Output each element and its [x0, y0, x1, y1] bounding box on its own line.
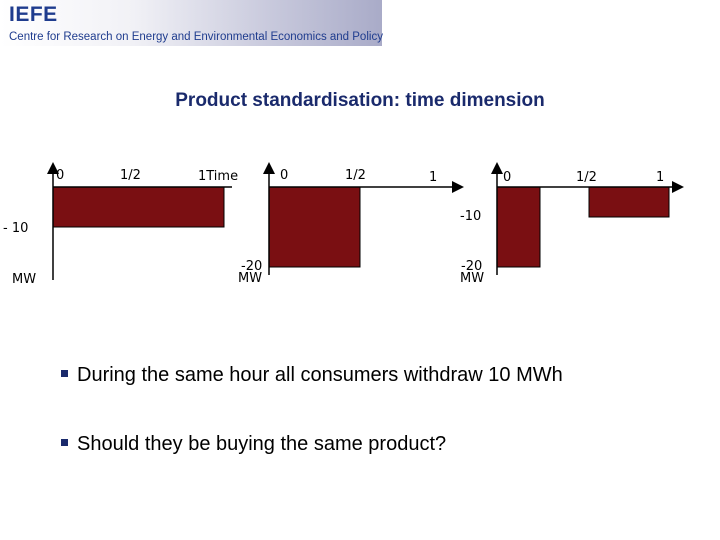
panel-3-y-label-10: -10 [460, 209, 481, 224]
panel-2: 0 1/2 1 -20 MW [238, 162, 464, 286]
panel-1-x-label-time: 1Time [198, 169, 238, 184]
slide-title: Product standardisation: time dimension [175, 90, 545, 111]
panel-3-x-label-0: 0 [503, 170, 511, 185]
panel-2-x-label-half: 1/2 [345, 168, 366, 183]
panel-2-bar [268, 186, 361, 268]
panel-1-unit: MW [12, 272, 36, 287]
bullet-item-1: During the same hour all consumers withd… [61, 364, 563, 387]
panel-1-x-label-0: 0 [56, 168, 64, 183]
header-subtitle: Centre for Research on Energy and Enviro… [9, 31, 383, 43]
bullet-text-2: Should they be buying the same product? [77, 433, 447, 455]
panel-2-x-label-0: 0 [280, 168, 288, 183]
panel-1-x-label-half: 1/2 [120, 168, 141, 183]
panel-3: 0 1/2 1 -10 -20 MW [460, 162, 684, 286]
panel-2-x-label-1: 1 [429, 170, 437, 185]
bullet-text-1: During the same hour all consumers withd… [77, 364, 563, 386]
panel-1: 0 1/2 1Time - 10 MW [3, 162, 238, 287]
panel-1-y-label: - 10 [3, 221, 28, 236]
bullet-marker-icon [61, 370, 68, 378]
panel-2-y-label: -20 [241, 259, 262, 274]
bullet-item-2: Should they be buying the same product? [61, 433, 446, 456]
panel-3-bar-first-half [496, 186, 541, 268]
panel-2-unit: MW [238, 271, 262, 286]
panel-3-x-label-half: 1/2 [576, 170, 597, 185]
bullet-marker-icon [61, 439, 68, 447]
panel-3-y-label-20: -20 [461, 259, 482, 274]
panel-3-bar-second-half [588, 186, 670, 218]
panel-3-unit: MW [460, 271, 484, 286]
panel-3-x-label-1: 1 [656, 170, 664, 185]
header-banner: IEFE Centre for Research on Energy and E… [0, 0, 383, 46]
iefe-logo: IEFE [9, 3, 58, 26]
panel-1-bar [52, 186, 225, 228]
